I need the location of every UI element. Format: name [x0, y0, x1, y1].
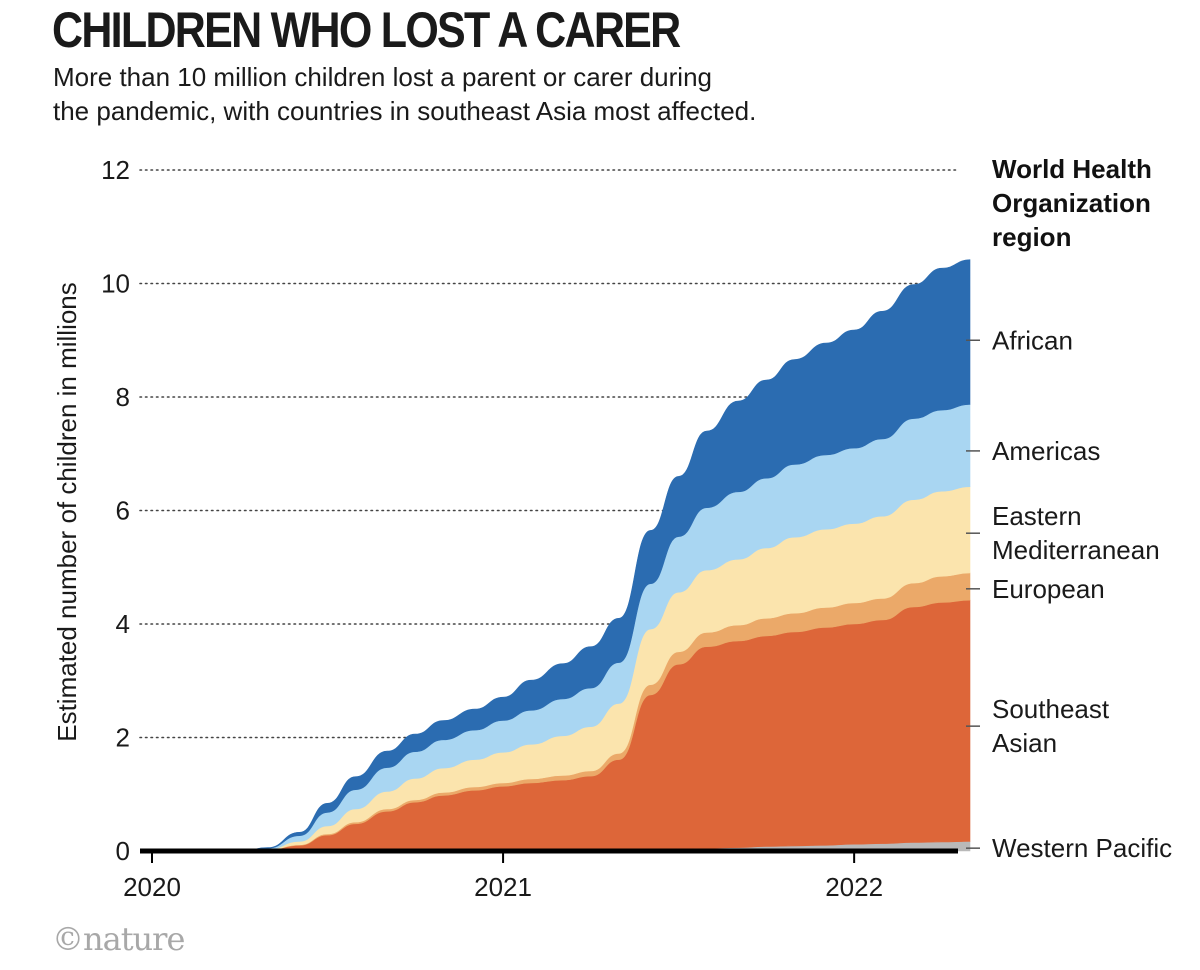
series-label-2-line-2: Mediterranean [992, 535, 1160, 565]
y-tick-label-8: 8 [116, 382, 130, 412]
x-tick-label-2021: 2021 [474, 872, 532, 902]
y-tick-label-2: 2 [116, 723, 130, 753]
legend-title-line-2: Organization [992, 188, 1151, 218]
y-axis-label: Estimated number of children in millions [52, 282, 82, 742]
x-tick-label-2020: 2020 [123, 872, 181, 902]
subtitle-line-1: More than 10 million children lost a par… [53, 62, 713, 92]
nature-logo: ©nature [52, 920, 185, 958]
y-tick-label-10: 10 [101, 269, 130, 299]
series-label-0-line-1: African [992, 325, 1073, 355]
chart-title: CHILDREN WHO LOST A CARER [52, 2, 681, 58]
subtitle-line-2: the pandemic, with countries in southeas… [53, 96, 757, 126]
y-tick-label-12: 12 [101, 155, 130, 185]
y-tick-label-0: 0 [116, 836, 130, 866]
series-label-1-line-1: Americas [992, 436, 1100, 466]
series-labels: African Americas Eastern Mediterranean Europ… [966, 325, 1172, 863]
y-axis-ticks: 0 2 4 6 8 10 12 [101, 155, 130, 866]
x-tick-label-2022: 2022 [825, 872, 883, 902]
x-axis-ticks: 2020 2021 2022 [123, 851, 883, 902]
series-label-3-line-1: European [992, 574, 1105, 604]
legend-title: World Health Organization region [992, 154, 1152, 252]
legend-title-line-3: region [992, 222, 1071, 252]
series-label-5-line-1: Western Pacific [992, 833, 1172, 863]
legend-title-line-1: World Health [992, 154, 1152, 184]
series-label-2-line-1: Eastern [992, 501, 1082, 531]
series-label-4-line-2: Asian [992, 728, 1057, 758]
chart-subtitle: More than 10 million children lost a par… [53, 60, 913, 128]
y-tick-label-6: 6 [116, 496, 130, 526]
series-label-4-line-1: Southeast [992, 694, 1110, 724]
y-tick-label-4: 4 [116, 609, 130, 639]
area-african [151, 259, 971, 852]
area-series [151, 259, 971, 852]
